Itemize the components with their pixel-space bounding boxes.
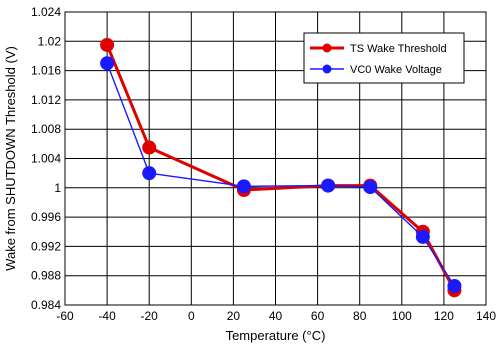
y-tick-label: 1.008 [31, 122, 61, 136]
legend-label: VC0 Wake Voltage [350, 64, 442, 76]
legend-swatch-marker [322, 43, 332, 53]
x-tick-label: 20 [227, 309, 241, 323]
x-tick-label: 120 [434, 309, 454, 323]
y-tick-label: 0.984 [31, 298, 61, 312]
data-point [447, 278, 462, 293]
data-point [236, 179, 251, 194]
x-tick-label: -40 [98, 309, 116, 323]
data-point [142, 166, 157, 181]
legend: TS Wake Threshold VC0 Wake Voltage [303, 32, 465, 84]
y-tick-label: 1.02 [38, 34, 62, 48]
x-tick-label: 80 [353, 309, 367, 323]
x-tick-label: 60 [311, 309, 325, 323]
y-axis-ticks: 0.984 0.988 0.992 0.996 1 1.004 1.008 1.012 1.01… [31, 5, 61, 312]
y-tick-label: 1.016 [31, 64, 61, 78]
data-point [142, 140, 157, 155]
data-point [363, 180, 378, 195]
x-axis-ticks: -60 -40 -20 0 20 40 60 80 100 120 140 [56, 309, 496, 323]
y-axis-title: Wake from SHUTDOWN Threshold (V) [3, 46, 18, 271]
data-point [415, 229, 430, 244]
plot-area-frame [64, 11, 487, 306]
data-point [321, 178, 336, 193]
x-tick-label: 140 [476, 309, 496, 323]
legend-box [303, 32, 465, 84]
y-tick-label: 1.004 [31, 152, 61, 166]
x-tick-label: 40 [269, 309, 283, 323]
y-tick-label: 1.012 [31, 93, 61, 107]
y-tick-label: 0.992 [31, 239, 61, 253]
series-line [106, 63, 456, 287]
data-point [100, 56, 115, 71]
y-tick-label: 1.024 [31, 5, 61, 19]
x-tick-label: 100 [392, 309, 412, 323]
y-tick-label: 0.996 [31, 210, 61, 224]
y-tick-label: 0.988 [31, 269, 61, 283]
legend-swatch-marker [322, 64, 332, 74]
series-layer [100, 37, 462, 298]
x-tick-label: 0 [188, 309, 195, 323]
legend-label: TS Wake Threshold [350, 43, 447, 55]
x-tick-label: -60 [56, 309, 74, 323]
data-point [100, 37, 115, 52]
series-2 [100, 56, 462, 293]
x-tick-label: -20 [141, 309, 159, 323]
y-tick-label: 1 [54, 181, 61, 195]
x-axis-title: Temperature (°C) [226, 328, 326, 343]
